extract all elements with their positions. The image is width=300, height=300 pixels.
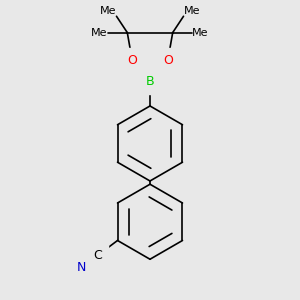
Text: C: C — [94, 249, 102, 262]
Text: B: B — [146, 75, 154, 88]
Text: O: O — [127, 54, 137, 67]
Text: O: O — [163, 54, 173, 67]
Text: Me: Me — [91, 28, 108, 38]
Text: Me: Me — [100, 6, 116, 16]
Text: Me: Me — [192, 28, 209, 38]
Text: N: N — [76, 261, 86, 274]
Text: Me: Me — [184, 6, 200, 16]
